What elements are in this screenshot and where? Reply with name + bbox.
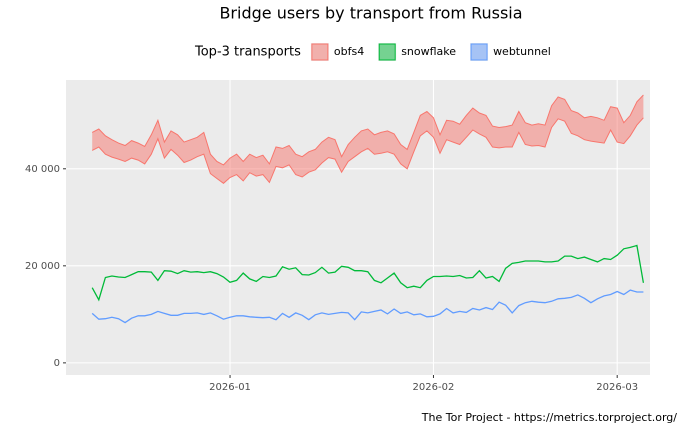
line — [91, 289, 644, 324]
legend-label: obfs4 — [334, 45, 364, 58]
legend-key — [311, 43, 329, 61]
legend-label: snowflake — [401, 45, 456, 58]
legend: Top-3 transports obfs4 snowflake webtunnel — [194, 43, 551, 61]
legend-key — [470, 43, 488, 61]
legend-key — [378, 43, 396, 61]
legend-label: webtunnel — [493, 45, 551, 58]
panel — [66, 80, 650, 375]
y-tick-label: 20 000 — [25, 261, 60, 272]
legend-title: Top-3 transports — [194, 45, 301, 60]
x-tick-label: 2026-02 — [413, 382, 455, 393]
x-tick-label: 2026-01 — [209, 382, 251, 393]
marks — [91, 94, 645, 324]
grid — [66, 80, 650, 375]
line — [91, 244, 645, 302]
y-tick-label: 0 — [54, 358, 60, 369]
y-tick-label: 40 000 — [25, 164, 60, 175]
ribbon-fill — [92, 95, 644, 184]
caption: The Tor Project - https://metrics.torpro… — [421, 411, 678, 424]
ribbon-edge — [91, 117, 644, 184]
x-tick-label: 2026-03 — [596, 382, 638, 393]
chart-title: Bridge users by transport from Russia — [219, 4, 522, 23]
ribbon-edge — [91, 94, 644, 166]
